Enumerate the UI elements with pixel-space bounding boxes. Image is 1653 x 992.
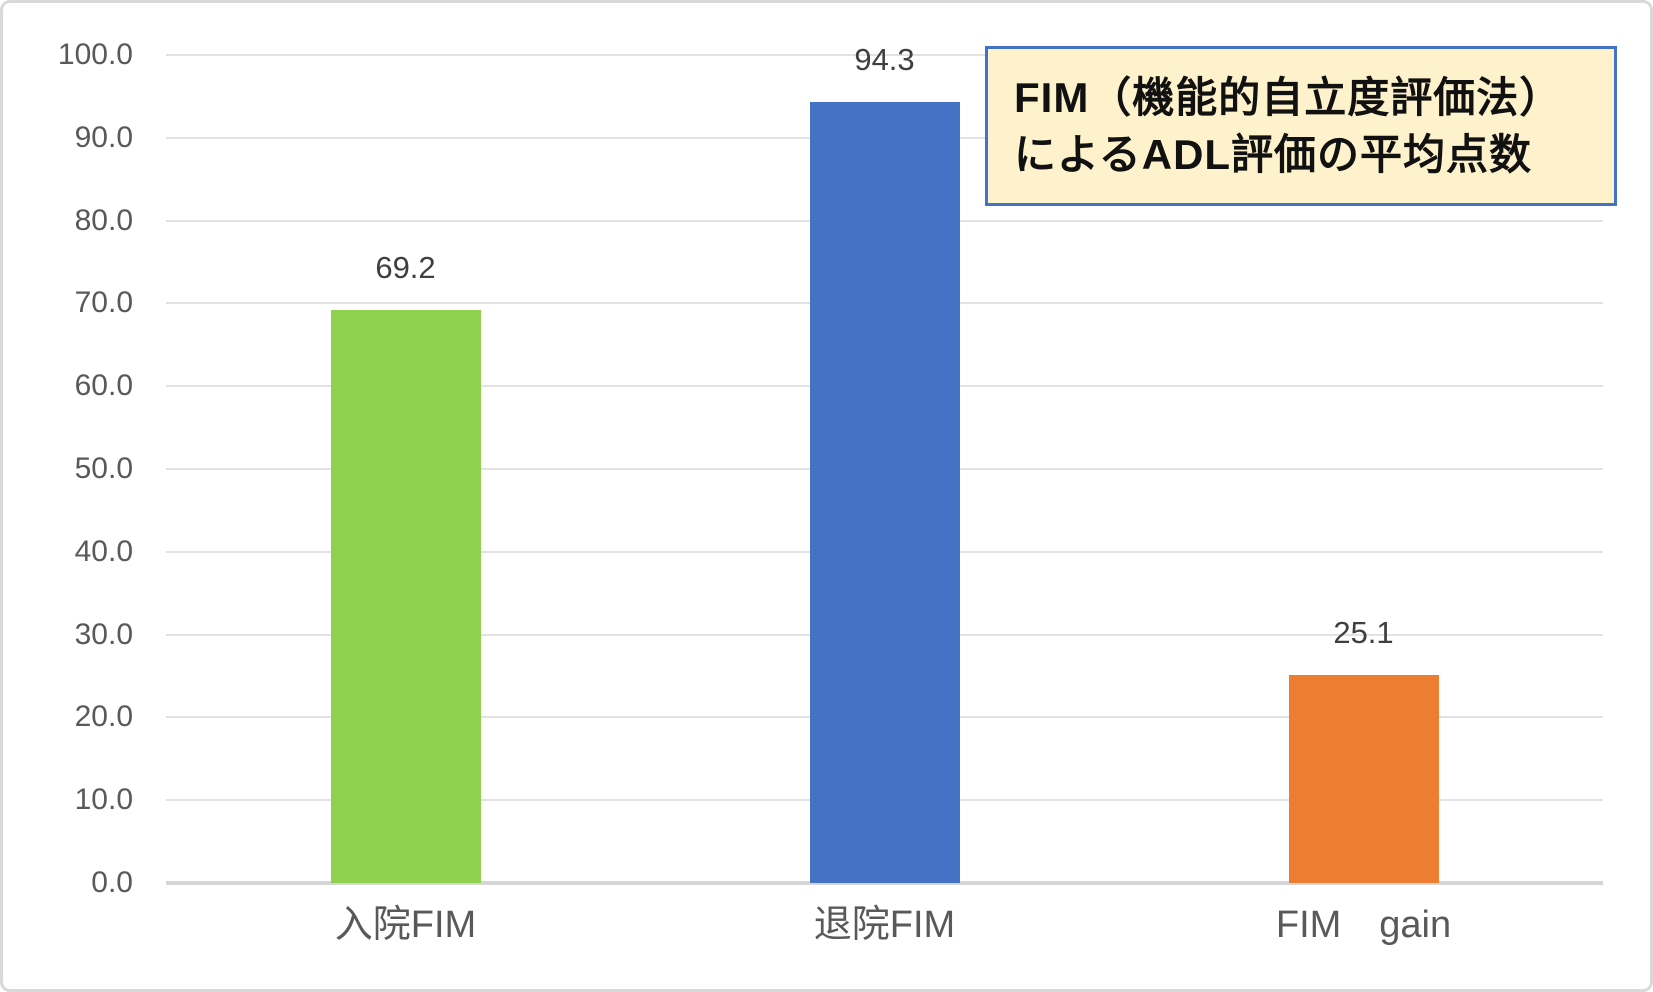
y-axis-tick-label: 10.0 bbox=[74, 783, 133, 817]
x-axis-line bbox=[166, 881, 1603, 885]
y-axis-tick-label: 90.0 bbox=[74, 120, 133, 154]
bar-2 bbox=[809, 102, 960, 883]
chart-annotation-box: FIM（機能的自立度評価法） によるADL評価の平均点数 bbox=[985, 46, 1617, 206]
x-axis-category-label: 退院FIM bbox=[813, 904, 956, 946]
bar-value-label: 69.2 bbox=[375, 250, 436, 286]
bar-3 bbox=[1288, 675, 1439, 883]
bar-1 bbox=[330, 310, 481, 883]
gridline bbox=[166, 54, 1603, 56]
y-axis-tick-label: 60.0 bbox=[74, 369, 133, 403]
y-axis-tick-label: 0.0 bbox=[91, 866, 133, 899]
y-axis-tick-label: 20.0 bbox=[74, 700, 133, 734]
y-axis-tick-label: 70.0 bbox=[74, 286, 133, 320]
annotation-line-2: によるADL評価の平均点数 bbox=[1014, 131, 1533, 178]
x-axis-category-label: 入院FIM bbox=[334, 904, 477, 946]
bar-value-label: 25.1 bbox=[1333, 615, 1394, 651]
bar-value-label: 94.3 bbox=[854, 42, 915, 78]
y-axis-tick-label: 30.0 bbox=[74, 617, 133, 651]
y-axis-tick-label: 100.0 bbox=[57, 38, 133, 71]
annotation-line-1: FIM（機能的自立度評価法） bbox=[1014, 74, 1563, 121]
y-axis-tick-label: 40.0 bbox=[74, 534, 133, 568]
y-axis-tick-label: 80.0 bbox=[74, 203, 133, 237]
y-axis-tick-label: 50.0 bbox=[74, 452, 133, 485]
x-axis-category-label: FIM gain bbox=[1275, 904, 1452, 946]
